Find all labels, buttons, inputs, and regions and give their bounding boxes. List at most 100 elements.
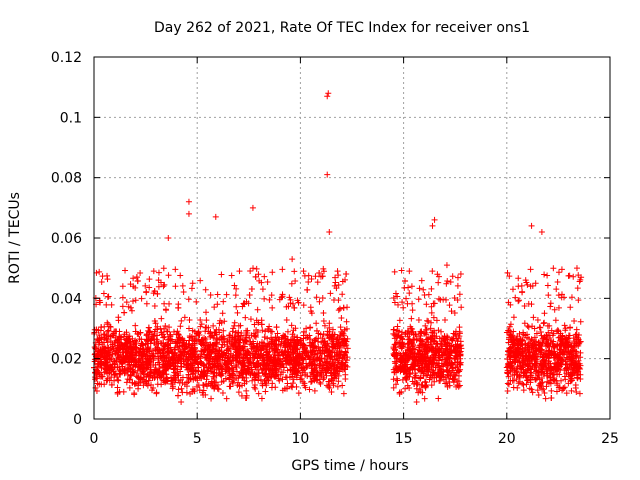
data-point — [417, 335, 424, 342]
data-point — [339, 278, 346, 285]
data-point — [280, 335, 287, 342]
data-point — [294, 334, 301, 341]
data-point — [133, 344, 140, 351]
data-point — [417, 374, 424, 381]
data-point — [279, 266, 286, 273]
data-point — [438, 345, 445, 352]
data-point — [553, 388, 560, 395]
data-point — [406, 384, 413, 391]
data-point — [568, 377, 575, 384]
data-point — [101, 331, 108, 338]
data-point — [413, 379, 420, 386]
data-point — [214, 301, 221, 308]
data-point — [568, 387, 575, 394]
data-point — [272, 347, 279, 354]
y-tick-label: 0 — [73, 412, 82, 428]
data-point — [234, 368, 241, 375]
data-point — [220, 298, 227, 305]
data-point — [409, 328, 416, 335]
data-point — [231, 334, 238, 341]
data-point — [157, 279, 164, 286]
data-point — [253, 265, 260, 272]
data-point — [565, 356, 572, 363]
data-point — [109, 364, 116, 371]
data-point — [203, 317, 210, 324]
data-point — [547, 360, 554, 367]
data-point — [126, 384, 133, 391]
data-point — [266, 344, 273, 351]
data-point — [248, 332, 255, 339]
data-point — [289, 256, 296, 263]
data-point — [425, 318, 432, 325]
data-point — [449, 335, 456, 342]
data-point — [507, 321, 514, 328]
data-point — [331, 362, 338, 369]
data-point — [558, 291, 565, 298]
data-point — [233, 354, 240, 361]
data-point — [137, 363, 144, 370]
data-point — [257, 376, 264, 383]
data-point — [104, 293, 111, 300]
data-point — [115, 377, 122, 384]
data-point — [165, 235, 172, 241]
y-tick-label: 0.1 — [60, 110, 82, 126]
data-point — [415, 362, 422, 369]
data-point — [112, 334, 119, 341]
data-point — [397, 368, 404, 375]
data-point — [448, 343, 455, 350]
data-point — [143, 289, 150, 296]
data-point — [264, 278, 271, 285]
data-point — [200, 373, 207, 380]
data-point — [398, 267, 405, 274]
data-point — [457, 270, 464, 277]
data-point — [326, 347, 333, 354]
data-point — [254, 306, 261, 313]
data-point — [391, 268, 398, 275]
data-point — [454, 359, 461, 366]
data-point — [212, 329, 219, 336]
data-point — [391, 349, 398, 356]
data-point — [550, 377, 557, 384]
data-point — [229, 371, 236, 378]
data-point — [515, 298, 522, 305]
data-point — [524, 322, 531, 329]
data-point — [516, 373, 523, 380]
data-point — [105, 327, 112, 334]
data-point — [331, 357, 338, 364]
data-point — [155, 269, 162, 276]
data-point — [268, 367, 275, 374]
data-point — [185, 198, 192, 205]
data-point — [544, 342, 551, 349]
data-point — [247, 359, 254, 366]
y-tick-label: 0.08 — [51, 171, 82, 187]
data-point — [179, 282, 186, 289]
data-point — [451, 309, 458, 316]
data-point — [166, 324, 173, 331]
data-point — [560, 385, 567, 392]
data-point — [454, 274, 461, 281]
data-point — [134, 278, 141, 285]
data-point — [107, 338, 114, 345]
data-point — [287, 367, 294, 374]
data-point — [307, 324, 314, 331]
data-point — [165, 349, 172, 356]
data-point — [527, 266, 534, 273]
data-point — [418, 382, 425, 389]
data-point — [259, 382, 266, 389]
data-point — [231, 282, 238, 289]
data-point — [428, 285, 435, 292]
data-point — [129, 298, 136, 305]
data-point — [222, 361, 229, 368]
data-point — [330, 341, 337, 348]
data-point — [317, 355, 324, 362]
data-point — [226, 368, 233, 375]
data-point — [505, 327, 512, 334]
data-point — [313, 294, 320, 301]
data-point — [167, 344, 174, 351]
data-point — [448, 308, 455, 315]
data-point — [131, 391, 138, 398]
data-point — [410, 354, 417, 361]
data-point — [393, 358, 400, 365]
data-point — [100, 290, 107, 297]
